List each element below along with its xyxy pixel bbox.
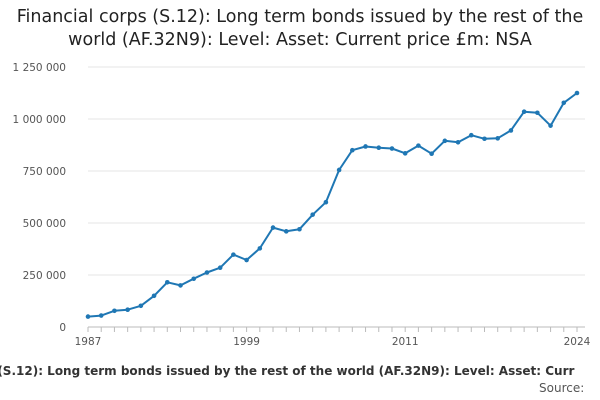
series-line xyxy=(87,92,578,318)
data-point xyxy=(535,110,540,116)
data-point xyxy=(482,136,487,142)
data-point xyxy=(429,151,434,157)
data-point xyxy=(85,314,91,319)
data-point xyxy=(508,128,514,133)
data-point xyxy=(244,257,249,263)
x-tick-label: 1999 xyxy=(233,336,260,348)
chart-title: Financial corps (S.12): Long term bonds … xyxy=(16,7,584,50)
data-point xyxy=(548,123,553,128)
data-point xyxy=(574,90,580,96)
data-point xyxy=(416,143,421,148)
data-point xyxy=(125,307,130,313)
data-point xyxy=(178,283,183,288)
data-point xyxy=(455,139,461,145)
y-tick-label: 500 000 xyxy=(23,218,66,230)
x-tick-label: 2011 xyxy=(392,336,419,348)
data-point xyxy=(521,109,527,115)
data-point xyxy=(164,279,170,285)
data-point xyxy=(323,199,329,205)
x-tick-label: 1987 xyxy=(75,336,102,348)
data-point xyxy=(389,146,395,151)
data-point xyxy=(217,265,223,271)
data-point xyxy=(112,308,117,314)
data-point xyxy=(297,226,302,232)
data-point xyxy=(151,293,157,299)
data-point xyxy=(495,136,501,141)
data-point xyxy=(442,138,448,144)
data-point xyxy=(231,252,236,257)
y-tick-label: 1 250 000 xyxy=(13,62,66,74)
data-point xyxy=(336,167,342,173)
data-point xyxy=(283,229,289,234)
x-tick-label: 2024 xyxy=(564,336,591,348)
data-point xyxy=(191,276,197,282)
data-point xyxy=(468,132,474,138)
data-point xyxy=(257,246,263,251)
data-point xyxy=(363,144,368,149)
y-tick-label: 1 000 000 xyxy=(13,114,66,126)
data-point xyxy=(138,303,144,309)
data-point xyxy=(350,147,355,153)
data-point xyxy=(270,225,276,230)
data-point xyxy=(310,212,315,217)
y-tick-label: 750 000 xyxy=(23,166,66,178)
chart-caption: s (S.12): Long term bonds issued by the … xyxy=(0,364,575,378)
y-tick-label: 250 000 xyxy=(23,270,66,282)
data-point xyxy=(98,313,104,318)
data-point xyxy=(402,151,408,156)
data-point xyxy=(376,145,382,151)
source-label: Source: xyxy=(539,381,585,395)
y-tick-label: 0 xyxy=(59,322,66,334)
data-point xyxy=(561,100,567,106)
data-point xyxy=(204,270,210,275)
